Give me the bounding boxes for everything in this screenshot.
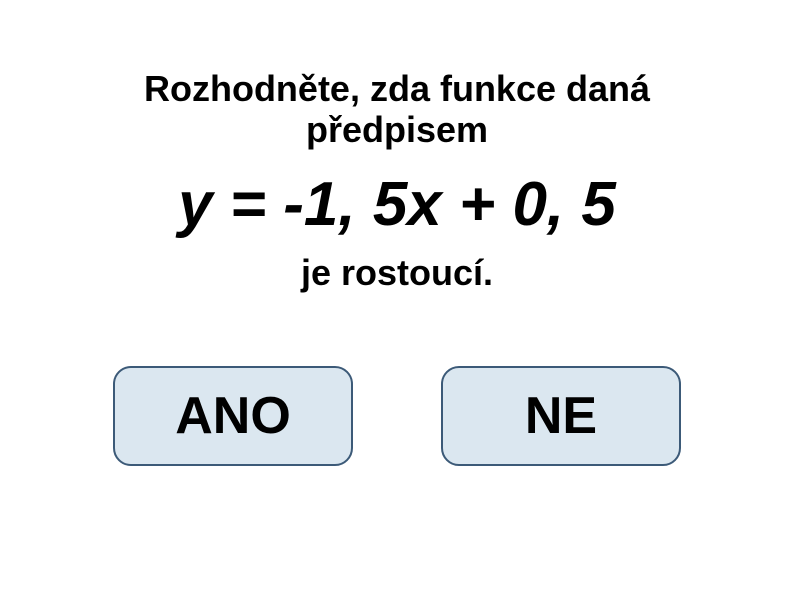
yes-button[interactable]: ANO bbox=[113, 366, 353, 466]
equation-text: y = -1, 5x + 0, 5 bbox=[0, 169, 794, 240]
slide-container: Rozhodněte, zda funkce daná předpisem y … bbox=[0, 0, 794, 466]
button-row: ANO NE bbox=[0, 366, 794, 466]
no-button[interactable]: NE bbox=[441, 366, 681, 466]
question-line-3: je rostoucí. bbox=[0, 252, 794, 294]
question-line-2: předpisem bbox=[0, 109, 794, 150]
question-line-1: Rozhodněte, zda funkce daná bbox=[0, 68, 794, 109]
